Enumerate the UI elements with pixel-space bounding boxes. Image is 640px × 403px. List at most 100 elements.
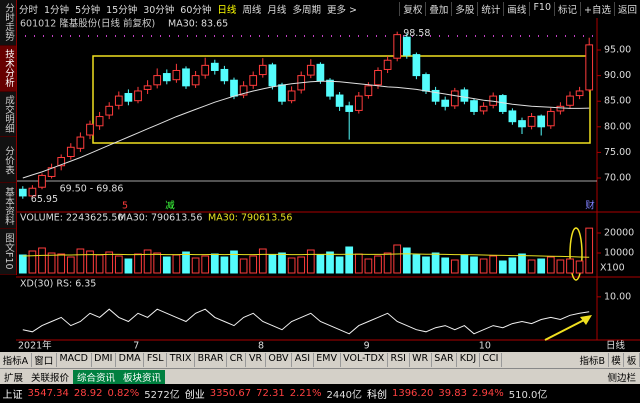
indicator-tab[interactable]: KDJ bbox=[457, 353, 480, 367]
tool-button[interactable]: 画线 bbox=[503, 2, 529, 16]
volume-bar bbox=[518, 253, 526, 274]
volume-bar bbox=[220, 256, 229, 274]
period-tab[interactable]: 5分钟 bbox=[75, 5, 101, 16]
sidebar-toggle[interactable]: 侧边栏 bbox=[607, 373, 636, 384]
volume-bar bbox=[441, 257, 450, 274]
period-tab[interactable]: 1分钟 bbox=[44, 5, 70, 16]
volume-bar bbox=[479, 258, 488, 274]
period-label: 日线 bbox=[606, 340, 626, 352]
x-tick-label: 7 bbox=[133, 341, 139, 352]
volume-bar bbox=[306, 249, 315, 274]
period-tab[interactable]: 多周期 bbox=[292, 5, 321, 16]
candle-body bbox=[470, 100, 478, 112]
indicator-tab[interactable]: 窗口 bbox=[32, 353, 57, 367]
candle-body bbox=[153, 75, 162, 86]
tool-button[interactable]: 多股 bbox=[451, 2, 477, 16]
volume-bar bbox=[316, 254, 325, 274]
indicator-right-tab[interactable]: 板 bbox=[624, 353, 640, 367]
indicator-tab[interactable]: DMA bbox=[116, 353, 145, 367]
indicator-tab[interactable]: BRAR bbox=[195, 353, 228, 367]
candle-body bbox=[105, 105, 114, 116]
sidebar: 分时走势 技术分析 成交明细 分价表 基本资料 图文F10 bbox=[0, 0, 17, 275]
x-tick-label: 2021年 bbox=[18, 340, 52, 352]
tool-button[interactable]: F10 bbox=[529, 2, 554, 16]
highlight-box bbox=[92, 55, 591, 144]
tool-buttons: 复权 叠加 多股 统计 画线 F10 标记 +自选 返回 bbox=[399, 2, 640, 16]
period-tab[interactable]: 更多 > bbox=[326, 5, 357, 16]
indicator-tab[interactable]: TRIX bbox=[167, 353, 195, 367]
indicator-tab[interactable]: CCI bbox=[480, 353, 502, 367]
candle-body bbox=[143, 85, 152, 90]
volume-bar bbox=[326, 251, 334, 274]
indicator-tab[interactable]: VOL-TDX bbox=[341, 353, 388, 367]
volume-bar bbox=[537, 258, 546, 274]
candle-body bbox=[460, 89, 469, 102]
info-bar: 扩展 关联报价 综合资讯 板块资讯 侧边栏 bbox=[0, 368, 640, 385]
period-tab[interactable]: 周线 bbox=[242, 5, 262, 16]
candle-body bbox=[258, 64, 267, 76]
candle-body bbox=[57, 157, 66, 167]
indicator-tab[interactable]: WR bbox=[410, 353, 432, 367]
volume-bar bbox=[172, 254, 181, 274]
tool-button[interactable]: +自选 bbox=[580, 2, 614, 16]
tool-button[interactable]: 统计 bbox=[477, 2, 503, 16]
volume-bar bbox=[86, 250, 94, 274]
volume-bar bbox=[124, 258, 133, 274]
indicator-right-tab[interactable]: 模 bbox=[609, 353, 625, 367]
volume-bar bbox=[28, 250, 37, 274]
sidebar-tab[interactable]: 基本资料 bbox=[0, 183, 16, 230]
volume-bar bbox=[575, 260, 584, 274]
y-tick-label: 10000 bbox=[604, 248, 634, 259]
candle-body bbox=[249, 75, 258, 86]
period-tab[interactable]: 日线 bbox=[217, 5, 237, 16]
candle-body bbox=[220, 68, 229, 82]
y-tick-label: 95.00 bbox=[604, 45, 631, 56]
volume-bar bbox=[230, 250, 238, 274]
indicator-tab[interactable]: CR bbox=[227, 353, 247, 367]
indicator-tab[interactable]: EMV bbox=[314, 353, 341, 367]
indicator-tab[interactable]: SAR bbox=[432, 353, 458, 367]
index-price: 3547.34 bbox=[27, 388, 69, 399]
indicator-tab[interactable]: FSL bbox=[144, 353, 168, 367]
candle-body bbox=[86, 123, 94, 136]
sidebar-tab[interactable]: 成交明细 bbox=[0, 92, 16, 138]
volume-bar bbox=[191, 257, 200, 274]
period-tab[interactable]: 30分钟 bbox=[143, 5, 175, 16]
sidebar-tab[interactable]: 图文F10 bbox=[0, 229, 16, 275]
candle-body bbox=[201, 64, 210, 76]
candle-body bbox=[518, 120, 526, 128]
indicator-tab[interactable]: RSI bbox=[388, 353, 410, 367]
sidebar-tab[interactable]: 技术分析 bbox=[0, 45, 16, 92]
info-tab[interactable]: 综合资讯 bbox=[73, 370, 120, 384]
period-tab[interactable]: 分时 bbox=[19, 5, 39, 16]
info-tab[interactable]: 关联报价 bbox=[31, 373, 70, 384]
tool-button[interactable]: 返回 bbox=[613, 2, 640, 16]
sidebar-tab[interactable]: 分时走势 bbox=[0, 0, 16, 46]
index-amount: 2440亿 bbox=[326, 390, 362, 401]
candle-body bbox=[76, 136, 85, 149]
tool-button[interactable]: 标记 bbox=[554, 2, 580, 16]
period-tabs: 分时 1分钟 5分钟 15分钟 30分钟 60分钟 日线 周线 月线 多周期 更多 > bbox=[16, 2, 360, 16]
volume-bar bbox=[460, 254, 469, 274]
indicator-tab[interactable]: OBV bbox=[266, 353, 293, 367]
volume-bar bbox=[585, 227, 594, 274]
volume-bar bbox=[393, 244, 402, 274]
period-tab[interactable]: 15分钟 bbox=[106, 5, 138, 16]
indicator-right-tab[interactable]: 指标B bbox=[577, 353, 609, 367]
period-tab[interactable]: 60分钟 bbox=[180, 5, 212, 16]
info-tab[interactable]: 扩展 bbox=[4, 373, 24, 384]
volume-bar bbox=[66, 256, 75, 274]
x-tick-label: 8 bbox=[258, 341, 264, 352]
candle-body bbox=[412, 54, 421, 77]
tool-button[interactable]: 复权 bbox=[399, 2, 425, 16]
info-tab[interactable]: 板块资讯 bbox=[119, 370, 166, 384]
indicator-tab[interactable]: VR bbox=[246, 353, 266, 367]
indicator-tab[interactable]: 指标A bbox=[0, 353, 32, 367]
tool-button[interactable]: 叠加 bbox=[425, 2, 451, 16]
volume-bar bbox=[114, 255, 123, 274]
period-tab[interactable]: 月线 bbox=[267, 5, 287, 16]
sidebar-tab[interactable]: 分价表 bbox=[0, 137, 16, 184]
indicator-tab[interactable]: ASI bbox=[292, 353, 314, 367]
indicator-tab[interactable]: MACD bbox=[57, 353, 92, 367]
indicator-tab[interactable]: DMI bbox=[92, 353, 117, 367]
